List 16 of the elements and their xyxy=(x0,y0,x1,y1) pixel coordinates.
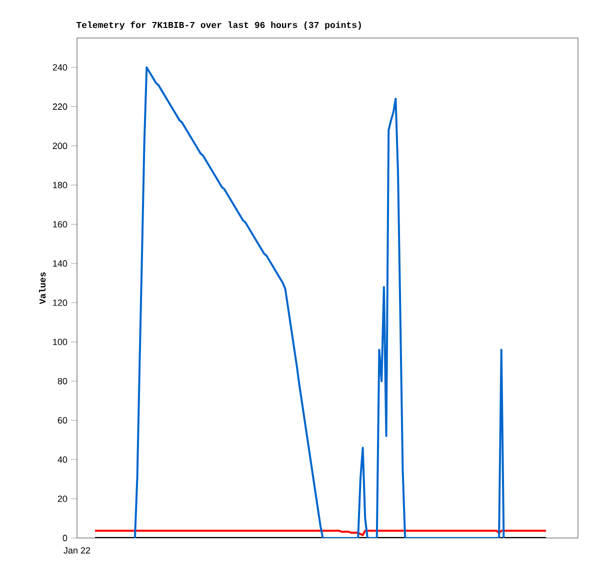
y-tick-label: 220 xyxy=(52,103,68,110)
y-tick-label: 120 xyxy=(53,300,68,306)
text: Jan 22 xyxy=(64,547,90,554)
y-tick-label: 60 xyxy=(58,417,68,424)
y-tick-label: 20 xyxy=(58,496,68,502)
chart-title: Telemetry for 7K1BIB-7 over last 96 hours (37 points) xyxy=(76,21,361,30)
y-tick-label: 140 xyxy=(53,260,68,267)
y-tick-label: 100 xyxy=(53,338,68,346)
y-tick-label: 80 xyxy=(58,378,68,384)
y-tick-label: 180 xyxy=(53,182,68,188)
y-tick-label: 240 xyxy=(52,64,68,71)
y-axis-title: Values xyxy=(38,272,46,304)
y-tick-label: 160 xyxy=(53,221,68,228)
y-tick-label: 0 xyxy=(62,534,68,542)
y-tick-label: 40 xyxy=(58,456,68,463)
y-tick-label: 200 xyxy=(52,142,68,150)
